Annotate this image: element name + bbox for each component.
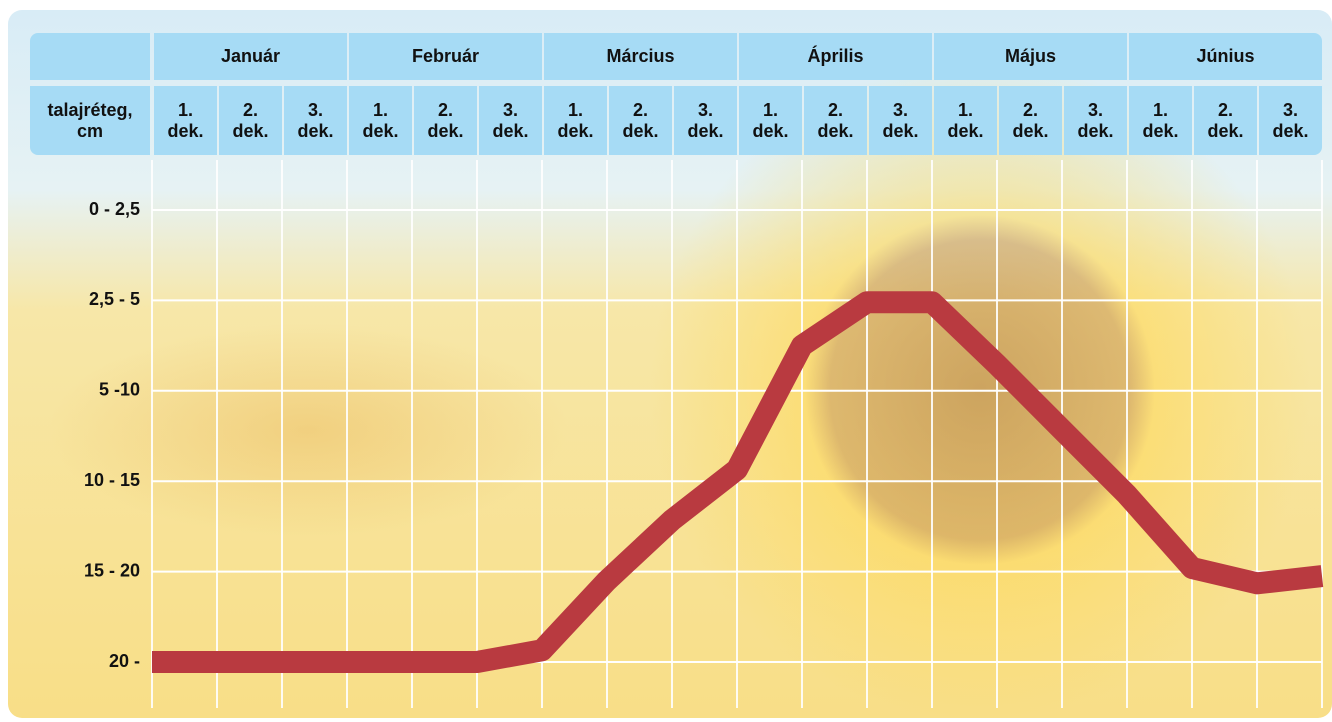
y-tick-label: 0 - 2,5	[89, 199, 140, 219]
dekad-header: 1. dek.	[349, 86, 412, 155]
month-header: Március	[544, 33, 737, 80]
y-tick-label: 15 - 20	[84, 560, 140, 580]
dekad-header: 3. dek.	[869, 86, 932, 155]
y-axis-title: talajréteg, cm	[30, 86, 150, 155]
dekad-header: 2. dek.	[414, 86, 477, 155]
dekad-header: 3. dek.	[1064, 86, 1127, 155]
dekad-header: 3. dek.	[674, 86, 737, 155]
dekad-header: 1. dek.	[544, 86, 607, 155]
month-header: Február	[349, 33, 542, 80]
dekad-header: 1. dek.	[1129, 86, 1192, 155]
y-tick-label: 2,5 - 5	[89, 289, 140, 309]
dekad-header: 2. dek.	[804, 86, 867, 155]
dekad-header: 3. dek.	[479, 86, 542, 155]
dekad-header: 3. dek.	[284, 86, 347, 155]
dekad-header: 1. dek.	[739, 86, 802, 155]
dekad-header: 1. dek.	[934, 86, 997, 155]
dekad-header: 2. dek.	[1194, 86, 1257, 155]
header-corner	[30, 33, 150, 80]
y-tick-label: 10 - 15	[84, 470, 140, 490]
y-tick-label: 20 -	[109, 651, 140, 671]
line-series	[152, 291, 1324, 673]
month-header: Május	[934, 33, 1127, 80]
dekad-header: 3. dek.	[1259, 86, 1322, 155]
month-header: Június	[1129, 33, 1322, 80]
month-header: Január	[154, 33, 347, 80]
month-header: Április	[739, 33, 932, 80]
dekad-header: 2. dek.	[999, 86, 1062, 155]
dekad-header: 1. dek.	[154, 86, 217, 155]
y-tick-label: 5 -10	[99, 380, 140, 400]
dekad-header: 2. dek.	[219, 86, 282, 155]
dekad-header: 2. dek.	[609, 86, 672, 155]
